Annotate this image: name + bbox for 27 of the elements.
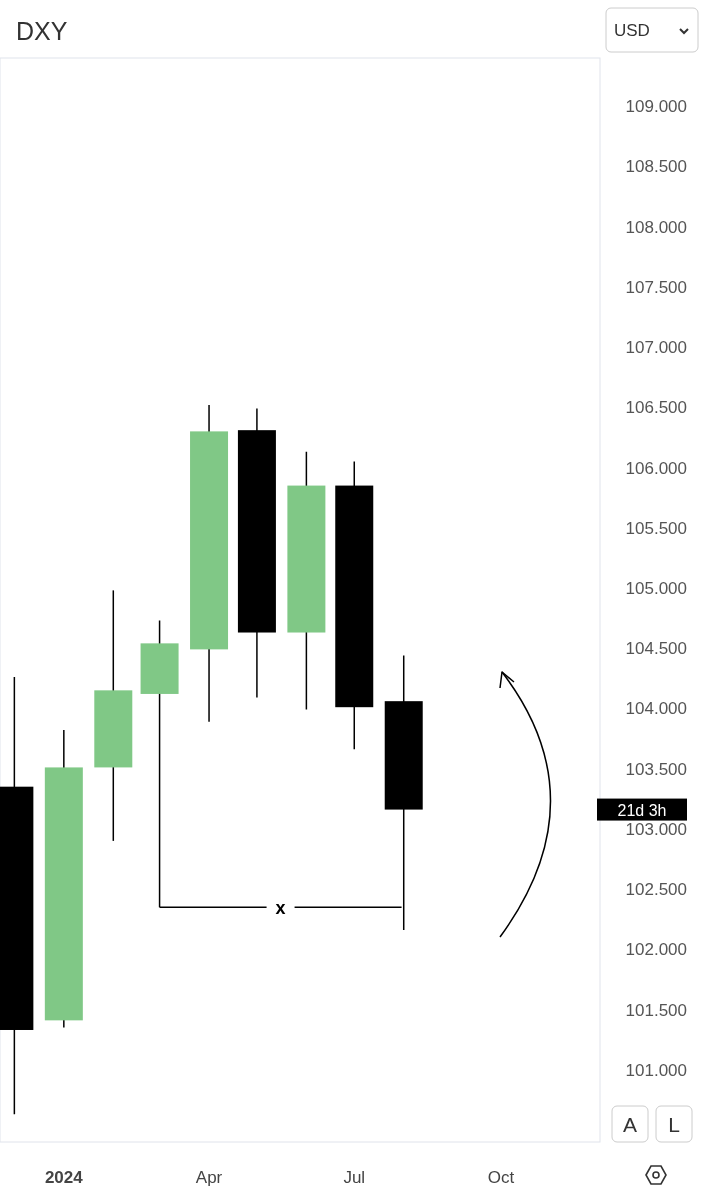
annotation: x — [275, 898, 286, 919]
y-tick-label: 107.000 — [625, 338, 687, 358]
y-tick-label: 109.000 — [625, 97, 687, 117]
y-tick-label: 101.000 — [625, 1060, 687, 1080]
text: 21d 3h — [617, 801, 667, 819]
y-tick-label: 107.500 — [625, 277, 687, 297]
y-tick-label: 104.000 — [625, 699, 687, 719]
x-tick-label: 2024 — [44, 1168, 84, 1187]
x-tick-label: Apr — [195, 1168, 223, 1187]
chart-title: DXY — [16, 17, 68, 45]
text: A — [622, 1113, 638, 1136]
y-tick-label: 106.000 — [625, 458, 687, 478]
x-tick-label: Oct — [487, 1168, 515, 1187]
y-tick-label: 108.500 — [625, 157, 687, 177]
y-tick-label: 108.000 — [625, 217, 687, 237]
y-tick-label: 102.500 — [625, 880, 687, 900]
x-tick-label: Jul — [343, 1168, 366, 1187]
y-tick-label: 104.500 — [625, 639, 687, 659]
y-tick-label: 105.000 — [625, 578, 687, 598]
y-tick-label: 102.000 — [625, 940, 687, 960]
y-tick-label: 105.500 — [625, 518, 687, 538]
y-tick-label: 106.500 — [625, 398, 687, 418]
y-tick-label: 103.000 — [625, 819, 687, 839]
text: L — [668, 1113, 680, 1136]
text: USD — [614, 21, 650, 40]
y-tick-label: 103.500 — [625, 759, 687, 779]
y-tick-label: 101.500 — [625, 1000, 687, 1020]
